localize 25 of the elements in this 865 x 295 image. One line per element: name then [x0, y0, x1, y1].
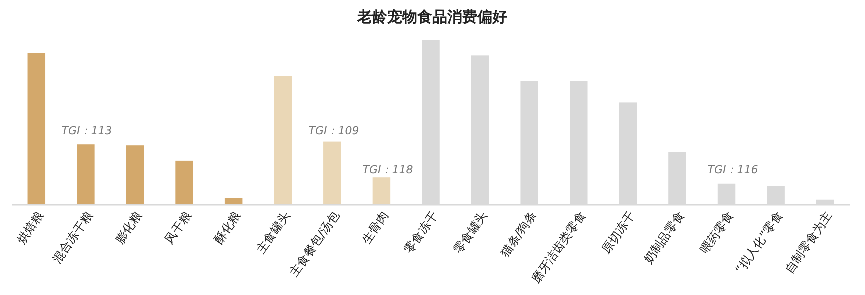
- bar: [224, 198, 243, 205]
- x-tick-label: 风干粮: [162, 208, 194, 247]
- x-tick-label: 混合冻干粮: [50, 208, 96, 266]
- x-tick-label: 零食罐头: [451, 208, 490, 256]
- annotation: TGI：116: [708, 164, 758, 176]
- x-tick-label: 烘焙粮: [14, 208, 46, 247]
- x-tick-label: 生骨肉: [359, 208, 392, 247]
- chart-title: 老龄宠物食品消费偏好: [356, 8, 508, 26]
- annotation: TGI：113: [62, 124, 112, 138]
- bar: [176, 160, 194, 205]
- bar: [372, 178, 391, 205]
- x-tick-label: 猫条/狗条: [498, 208, 540, 260]
- x-tick-label: 奶制品零食: [641, 208, 688, 266]
- annotation: TGI：109: [308, 124, 360, 138]
- x-tick-label: 零食冻干: [402, 208, 441, 256]
- bar: [126, 146, 144, 205]
- bar: [28, 53, 46, 205]
- x-tick-label: 主食罐头: [254, 208, 293, 256]
- x-tick-label: 膨化粮: [112, 208, 145, 247]
- annotation: TGI：118: [362, 164, 414, 176]
- x-tick-label: 酥化粮: [211, 208, 244, 247]
- bar: [77, 144, 95, 205]
- bar: [324, 142, 342, 205]
- bar: [274, 76, 292, 205]
- x-tick-label: 原切冻干: [598, 208, 638, 256]
